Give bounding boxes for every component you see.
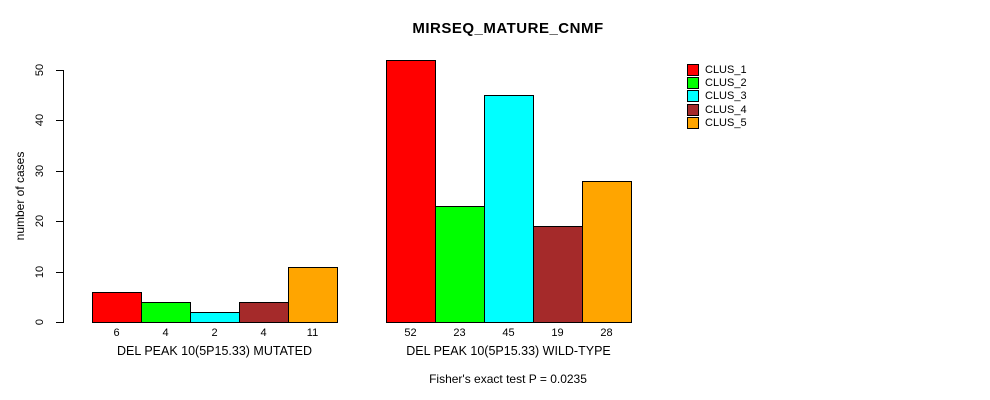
legend-item: CLUS_2 <box>687 76 747 89</box>
legend-swatch <box>687 63 699 76</box>
bar <box>190 312 240 323</box>
bar-value-label: 4 <box>162 327 169 339</box>
bar <box>141 302 191 323</box>
legend-label: CLUS_3 <box>705 90 747 103</box>
y-axis-tick <box>56 271 63 273</box>
legend-label: CLUS_5 <box>705 116 747 129</box>
bar <box>533 226 583 323</box>
y-axis-line <box>63 70 64 323</box>
bar-value-label: 23 <box>453 327 466 339</box>
bar <box>386 60 436 323</box>
fisher-test-note: Fisher's exact test P = 0.0235 <box>429 372 587 386</box>
bar <box>582 181 632 323</box>
group-label: DEL PEAK 10(5P15.33) MUTATED <box>117 344 312 358</box>
bar <box>239 302 289 323</box>
y-axis-tick <box>56 120 63 122</box>
y-tick-label: 40 <box>34 114 46 127</box>
legend-item: CLUS_3 <box>687 90 747 103</box>
bar <box>288 267 338 323</box>
legend-item: CLUS_1 <box>687 63 747 76</box>
bar-value-label: 28 <box>600 327 613 339</box>
y-axis-tick <box>56 221 63 223</box>
bar-value-label: 4 <box>260 327 267 339</box>
bar <box>435 206 485 323</box>
legend: CLUS_1 CLUS_2 CLUS_3 CLUS_4 CLUS_5 <box>687 63 747 129</box>
bar-value-label: 45 <box>502 327 515 339</box>
bar-value-label: 19 <box>551 327 564 339</box>
y-tick-label: 0 <box>34 318 46 326</box>
legend-label: CLUS_1 <box>705 63 747 76</box>
bar <box>92 292 142 323</box>
y-tick-label: 30 <box>34 164 46 177</box>
bar-value-label: 2 <box>211 327 218 339</box>
y-axis-tick <box>56 170 63 172</box>
y-tick-label: 10 <box>34 265 46 278</box>
legend-label: CLUS_4 <box>705 103 747 116</box>
y-axis-tick <box>56 322 63 323</box>
bar <box>484 95 534 323</box>
legend-swatch <box>687 90 699 103</box>
legend-swatch <box>687 76 699 89</box>
bar-value-label: 6 <box>113 327 120 339</box>
legend-swatch <box>687 116 699 129</box>
legend-item: CLUS_4 <box>687 103 747 116</box>
legend-swatch <box>687 103 699 116</box>
y-tick-label: 50 <box>34 63 46 77</box>
y-tick-label: 20 <box>34 215 46 228</box>
legend-item: CLUS_5 <box>687 116 747 129</box>
bar-value-label: 52 <box>404 327 417 339</box>
chart-title: MIRSEQ_MATURE_CNMF <box>412 20 604 37</box>
y-axis-tick <box>56 70 63 71</box>
legend-label: CLUS_2 <box>705 76 747 89</box>
group-label: DEL PEAK 10(5P15.33) WILD-TYPE <box>406 344 611 358</box>
bar-value-label: 11 <box>306 327 319 339</box>
